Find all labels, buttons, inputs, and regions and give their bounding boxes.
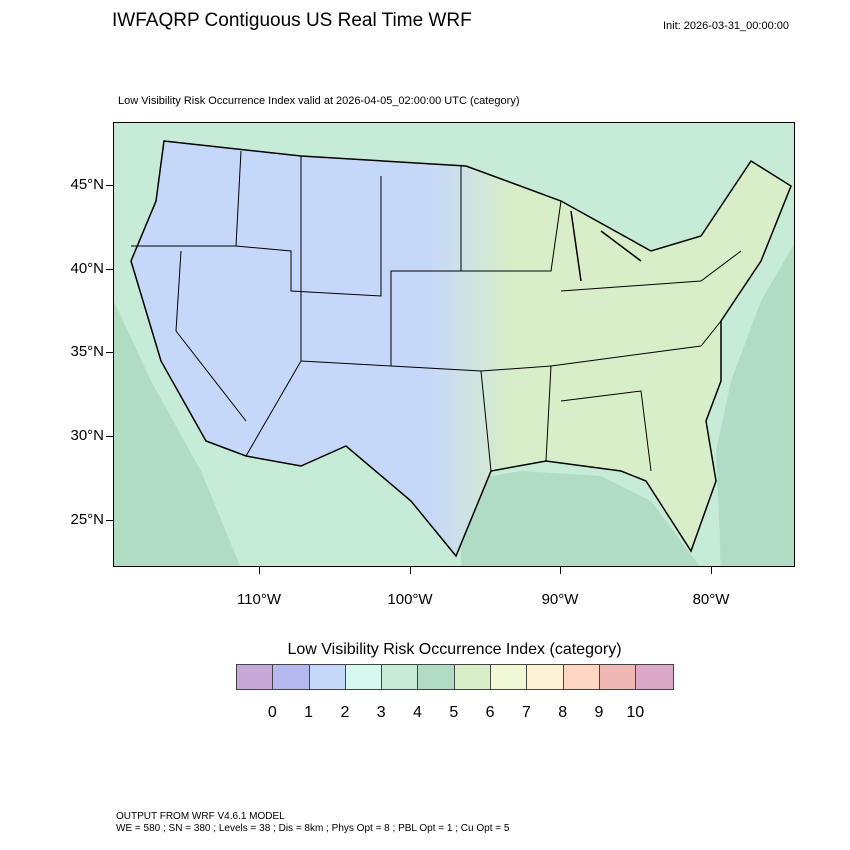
lat-label: 30°N xyxy=(70,427,104,444)
colorbar-swatch xyxy=(418,665,455,689)
plot-title: IWFAQRP Contiguous US Real Time WRF xyxy=(112,10,472,31)
lon-label: 110°W xyxy=(236,591,282,608)
colorbar-label: 8 xyxy=(558,704,568,721)
init-time: Init: 2026-03-31_00:00:00 xyxy=(663,20,789,32)
plot-subtitle: Low Visibility Risk Occurrence Index val… xyxy=(118,95,520,107)
colorbar-label: 4 xyxy=(413,704,422,721)
colorbar-swatch xyxy=(382,665,419,689)
colorbar-label: 10 xyxy=(626,704,645,721)
colorbar-label: 5 xyxy=(449,704,459,721)
lat-tick xyxy=(106,352,113,353)
lat-label: 35°N xyxy=(70,343,104,360)
colorbar-label: 6 xyxy=(485,704,495,721)
colorbar-label: 1 xyxy=(304,704,314,721)
us-map xyxy=(114,123,794,566)
state-borders xyxy=(131,150,742,472)
lon-label: 80°W xyxy=(692,591,730,608)
lat-tick xyxy=(106,185,113,186)
conus-outline xyxy=(130,140,792,558)
lon-label: 100°W xyxy=(387,591,433,608)
lat-tick xyxy=(106,269,113,270)
footer-model: OUTPUT FROM WRF V4.6.1 MODEL xyxy=(116,811,285,822)
gulf-of-mexico xyxy=(461,471,700,566)
lat-label: 25°N xyxy=(70,511,104,528)
colorbar xyxy=(236,664,674,690)
great-lakes xyxy=(570,210,642,282)
lon-tick xyxy=(410,567,411,574)
colorbar-label: 0 xyxy=(267,704,277,721)
colorbar-label: 3 xyxy=(376,704,386,721)
lat-label: 40°N xyxy=(70,260,104,277)
colorbar-label: 7 xyxy=(521,704,531,721)
colorbar-swatch xyxy=(273,665,310,689)
colorbar-label: 9 xyxy=(594,704,604,721)
lon-tick xyxy=(560,567,561,574)
atlantic-ocean xyxy=(716,244,794,566)
lon-label: 90°W xyxy=(541,591,579,608)
footer-config: WE = 580 ; SN = 380 ; Levels = 38 ; Dis … xyxy=(116,823,510,834)
colorbar-swatch xyxy=(527,665,564,689)
colorbar-swatch xyxy=(599,665,637,689)
colorbar-swatch xyxy=(309,665,346,689)
colorbar-label: 2 xyxy=(340,704,350,721)
lat-label: 45°N xyxy=(70,176,104,193)
lon-tick xyxy=(711,567,712,574)
colorbar-title: Low Visibility Risk Occurrence Index (ca… xyxy=(287,641,622,658)
map-panel xyxy=(113,122,795,567)
colorbar-swatch xyxy=(454,665,492,689)
lon-tick xyxy=(259,567,260,574)
colorbar-swatch xyxy=(491,665,528,689)
colorbar-swatch xyxy=(636,665,673,689)
colorbar-swatch xyxy=(345,665,383,689)
lat-tick xyxy=(106,520,113,521)
colorbar-swatch xyxy=(237,665,274,689)
pacific-ocean xyxy=(114,301,241,566)
lat-tick xyxy=(106,436,113,437)
colorbar-swatch xyxy=(563,665,600,689)
